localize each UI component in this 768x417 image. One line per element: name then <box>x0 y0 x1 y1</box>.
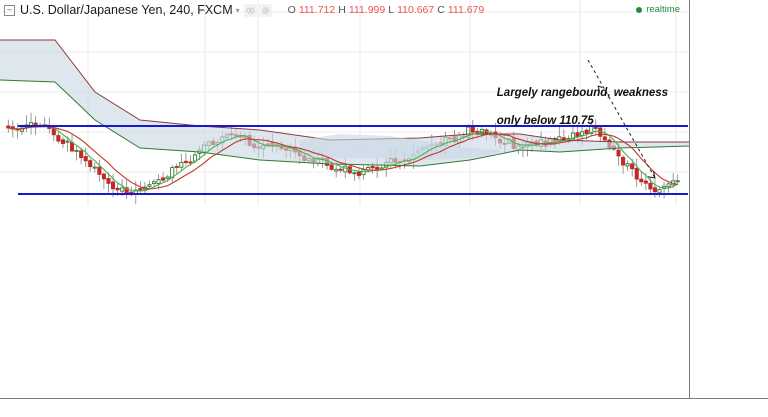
annotation-line-2: only below 110.75 <box>496 115 594 127</box>
open-value: 111.712 <box>298 4 336 16</box>
ohlc-readout: O 111.712 H 111.999 L 110.667 C 111.679 <box>288 4 485 16</box>
realtime-label: realtime <box>646 4 680 15</box>
realtime-status: realtime <box>636 4 680 15</box>
rsi-pane <box>0 275 690 336</box>
annotation-line-1: Largely rangebound, weakness <box>496 87 669 99</box>
chart-header: – U.S. Dollar/Japanese Yen, 240, FXCM ▾ … <box>4 3 484 17</box>
chevron-down-icon[interactable]: ▾ <box>235 5 240 15</box>
eye-icon[interactable] <box>243 3 257 17</box>
collapse-icon[interactable]: – <box>4 4 15 16</box>
price-pane <box>0 0 690 205</box>
high-value: 111.999 <box>348 4 386 16</box>
stochastic-pane <box>0 206 690 274</box>
macd-pane <box>0 337 690 398</box>
open-label: O <box>287 4 296 16</box>
low-value: 110.667 <box>397 4 435 16</box>
symbol-title: U.S. Dollar/Japanese Yen, 240, FXCM <box>20 3 233 17</box>
close-value: 111.679 <box>447 4 485 16</box>
low-label: L <box>388 4 395 16</box>
price-axis[interactable] <box>689 0 768 398</box>
close-label: C <box>437 4 445 16</box>
header-icon-group <box>243 3 272 17</box>
gear-icon[interactable] <box>258 3 272 17</box>
high-label: H <box>338 4 346 16</box>
realtime-dot-icon <box>636 6 643 13</box>
time-axis[interactable] <box>0 398 768 417</box>
chart-annotation: Largely rangebound, weakness only below … <box>484 72 668 142</box>
